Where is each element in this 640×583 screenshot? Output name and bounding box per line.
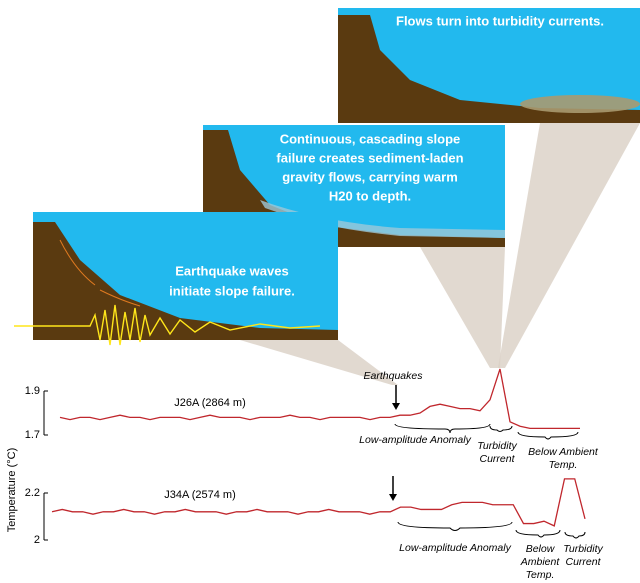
- annotation: Low-amplitude Anomaly: [359, 434, 471, 446]
- annotation: Current: [479, 453, 515, 465]
- series-label: J34A (2574 m): [164, 489, 236, 501]
- panel-text: Flows turn into turbidity currents.: [396, 13, 604, 28]
- brace: [516, 530, 560, 537]
- y-axis-label: Temperature (°C): [6, 448, 18, 532]
- panel-text: initiate slope failure.: [169, 283, 295, 298]
- panel: Earthquake waves initiate slope failure.: [14, 212, 338, 345]
- turbidity-current: [520, 95, 640, 113]
- annotation: Turbidity: [563, 543, 603, 555]
- y-tick-label: 1.7: [25, 429, 40, 441]
- panel-text: failure creates sediment-laden: [276, 150, 463, 165]
- panel-text: H20 to depth.: [329, 188, 411, 203]
- brace: [490, 426, 512, 432]
- page: Flows turn into turbidity currents. Cont…: [0, 0, 640, 583]
- annotation: Below: [526, 543, 556, 555]
- data-line: [52, 479, 585, 526]
- y-tick-label: 2: [34, 534, 40, 546]
- panel-text: Continuous, cascading slope: [280, 131, 461, 146]
- annotation: Temp.: [549, 459, 578, 471]
- y-tick-label: 1.9: [25, 385, 40, 397]
- brace: [395, 424, 490, 433]
- brace: [398, 522, 512, 531]
- brace: [518, 432, 578, 439]
- funnel: [498, 123, 640, 368]
- annotation: Earthquakes: [364, 370, 424, 382]
- annotation: Current: [565, 556, 601, 568]
- annotation: Ambient: [520, 556, 561, 568]
- panel: Flows turn into turbidity currents.: [338, 8, 640, 123]
- annotation: Below Ambient: [528, 446, 599, 458]
- funnel: [420, 247, 505, 368]
- annotation: Temp.: [526, 569, 555, 581]
- panel-text: Earthquake waves: [175, 263, 288, 278]
- y-tick-label: 2.2: [25, 487, 40, 499]
- annotation: Turbidity: [477, 440, 517, 452]
- brace: [565, 532, 585, 538]
- arrow-head: [392, 403, 400, 410]
- panel-text: gravity flows, carrying warm: [282, 169, 458, 184]
- annotation: Low-amplitude Anomaly: [399, 542, 511, 554]
- series-label: J26A (2864 m): [174, 397, 246, 409]
- figure: Flows turn into turbidity currents. Cont…: [0, 0, 640, 583]
- arrow-head: [389, 494, 397, 501]
- data-line: [60, 369, 580, 428]
